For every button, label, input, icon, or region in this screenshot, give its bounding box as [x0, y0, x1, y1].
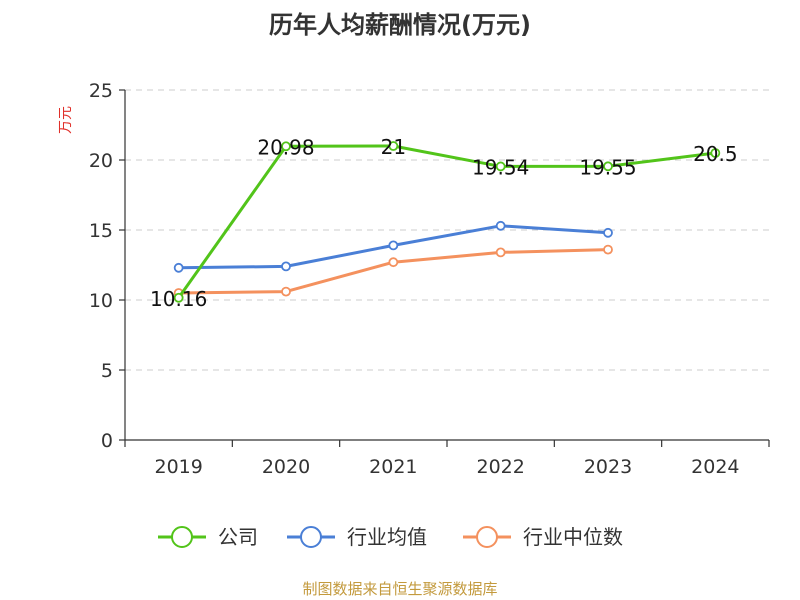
y-axis-label: 万元 — [58, 106, 74, 134]
data-point — [495, 247, 506, 258]
series-line — [177, 144, 716, 299]
data-point — [281, 261, 291, 272]
x-tick-label: 2022 — [476, 456, 524, 478]
series-1 — [173, 220, 613, 273]
data-label: 10.16 — [150, 287, 207, 311]
data-point — [388, 141, 399, 151]
source-note: 制图数据来自恒生聚源数据库 — [302, 580, 497, 598]
y-tick-label: 0 — [101, 430, 113, 452]
data-point — [495, 220, 506, 231]
y-tick-label: 20 — [89, 150, 113, 172]
series-0 — [173, 141, 721, 303]
data-point — [495, 161, 506, 172]
legend-item: 公司 — [158, 525, 258, 549]
data-point — [603, 161, 613, 172]
legend-label: 行业均值 — [347, 525, 427, 549]
data-label: 19.54 — [472, 155, 529, 179]
legend-swatch-marker — [476, 526, 498, 548]
x-tick-label: 2020 — [262, 456, 310, 478]
data-point — [388, 240, 399, 251]
legend: 公司 行业均值 行业中位数 — [158, 525, 623, 549]
y-tick-label: 10 — [89, 290, 113, 312]
axes: 0 5 10 15 20 25 2019 2020 2021 2022 2023 2024 — [89, 80, 770, 478]
data-labels: 10.16 20.98 21 19.54 19.55 20.5 — [150, 135, 738, 311]
series-2 — [173, 244, 613, 298]
data-label: 19.55 — [579, 155, 636, 179]
grid-lines — [125, 89, 769, 371]
x-tick-label: 2019 — [154, 456, 202, 478]
data-point — [603, 227, 613, 238]
y-tick-label: 25 — [89, 80, 113, 102]
data-point — [388, 257, 399, 268]
data-point — [603, 244, 613, 255]
legend-swatch-marker — [300, 526, 322, 548]
x-tick-label: 2024 — [691, 456, 739, 478]
legend-swatch-marker — [171, 526, 193, 548]
legend-label: 行业中位数 — [523, 525, 623, 549]
y-tick-label: 5 — [101, 360, 113, 382]
x-tick-label: 2021 — [369, 456, 417, 478]
data-point — [173, 292, 184, 303]
data-point — [710, 148, 721, 158]
series-line — [178, 248, 609, 295]
chart-title: 历年人均薪酬情况(万元) — [269, 11, 531, 39]
data-label: 20.5 — [693, 142, 738, 166]
series-group — [173, 141, 721, 303]
data-point — [281, 141, 291, 152]
data-label: 20.98 — [257, 135, 314, 159]
data-point — [173, 262, 184, 273]
legend-item: 行业中位数 — [463, 525, 623, 549]
legend-label: 公司 — [218, 525, 258, 549]
data-point — [281, 286, 291, 297]
legend-item: 行业均值 — [287, 525, 427, 549]
data-label: 21 — [381, 135, 406, 159]
x-tick-label: 2023 — [584, 456, 632, 478]
y-tick-label: 15 — [89, 220, 113, 242]
